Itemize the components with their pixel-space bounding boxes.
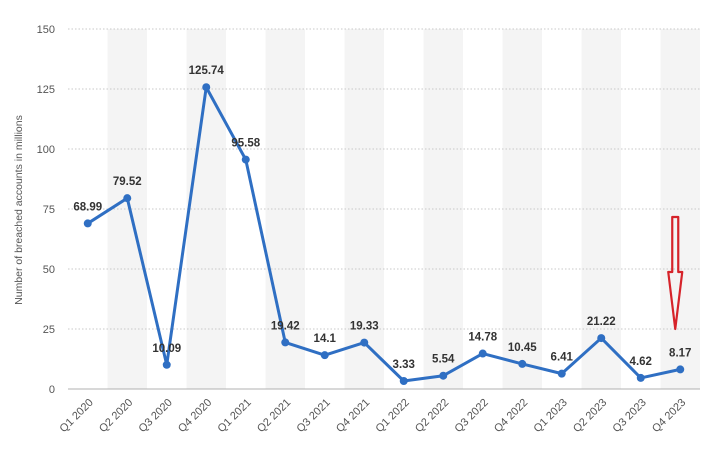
data-point bbox=[83, 219, 92, 228]
data-label: 68.99 bbox=[73, 201, 102, 213]
x-tick-label: Q1 2021 bbox=[216, 397, 254, 435]
data-point bbox=[320, 351, 329, 360]
data-label: 3.33 bbox=[393, 359, 415, 371]
band-q2-2020 bbox=[107, 29, 147, 389]
data-series bbox=[83, 83, 685, 386]
data-point bbox=[478, 349, 487, 358]
x-tick-label: Q1 2022 bbox=[374, 397, 412, 435]
data-label: 19.33 bbox=[350, 321, 379, 333]
data-point bbox=[518, 359, 527, 368]
data-label: 95.58 bbox=[231, 138, 260, 150]
y-tick-label: 125 bbox=[37, 84, 55, 96]
data-label: 10.09 bbox=[152, 343, 181, 355]
x-tick-label: Q2 2023 bbox=[571, 397, 609, 435]
annotation-arrow bbox=[667, 215, 684, 331]
data-point bbox=[162, 360, 171, 369]
data-label: 14.78 bbox=[468, 332, 497, 344]
y-tick-label: 0 bbox=[49, 384, 55, 396]
y-tick-label: 50 bbox=[43, 264, 55, 276]
data-point bbox=[399, 377, 408, 386]
y-axis-title: Number of breached accounts in millions bbox=[13, 115, 25, 305]
data-label: 125.74 bbox=[189, 65, 225, 77]
arrow-down-icon bbox=[667, 215, 684, 331]
x-tick-label: Q3 2022 bbox=[453, 397, 491, 435]
band-q4-2022 bbox=[502, 29, 542, 389]
data-label: 10.45 bbox=[508, 342, 537, 354]
x-tick-label: Q3 2021 bbox=[295, 397, 333, 435]
data-point bbox=[557, 369, 566, 378]
x-tick-label: Q4 2022 bbox=[492, 397, 530, 435]
data-point bbox=[636, 373, 645, 382]
band-q4-2020 bbox=[186, 29, 226, 389]
x-tick-label: Q3 2023 bbox=[611, 397, 649, 435]
data-label: 8.17 bbox=[669, 347, 691, 359]
data-label: 5.54 bbox=[432, 354, 455, 366]
band-q4-2023 bbox=[660, 29, 700, 389]
x-tick-label: Q1 2023 bbox=[532, 397, 570, 435]
data-point bbox=[202, 83, 211, 92]
x-tick-label: Q2 2022 bbox=[413, 397, 451, 435]
data-label: 79.52 bbox=[113, 176, 142, 188]
data-point bbox=[597, 334, 606, 343]
data-label: 21.22 bbox=[587, 316, 616, 328]
data-point bbox=[676, 365, 685, 374]
y-tick-label: 100 bbox=[37, 144, 55, 156]
data-label: 14.1 bbox=[314, 333, 337, 345]
y-tick-label: 150 bbox=[37, 24, 55, 36]
x-tick-label: Q1 2020 bbox=[58, 397, 96, 435]
data-point bbox=[123, 194, 132, 203]
series-line bbox=[86, 85, 682, 383]
data-label: 6.41 bbox=[551, 352, 574, 364]
data-point bbox=[360, 338, 369, 347]
x-axis-ticks: Q1 2020 Q2 2020 Q3 2020 Q4 2020 Q1 2021 Q2 20… bbox=[58, 397, 689, 435]
data-label: 19.42 bbox=[271, 320, 300, 332]
x-tick-label: Q3 2020 bbox=[137, 397, 175, 435]
y-tick-label: 25 bbox=[43, 324, 55, 336]
x-tick-label: Q4 2020 bbox=[176, 397, 214, 435]
data-point bbox=[281, 338, 290, 347]
data-point bbox=[439, 371, 448, 380]
x-tick-label: Q4 2021 bbox=[334, 397, 372, 435]
gridlines bbox=[68, 28, 700, 390]
y-axis-ticks: 0 25 50 75 100 125 150 bbox=[37, 24, 55, 396]
data-label: 4.62 bbox=[630, 356, 652, 368]
x-tick-label: Q2 2020 bbox=[97, 397, 135, 435]
band-q4-2021 bbox=[344, 29, 384, 389]
data-point bbox=[241, 155, 250, 164]
x-tick-label: Q4 2023 bbox=[650, 397, 688, 435]
data-labels: 68.99 79.52 10.09 125.74 95.58 19.42 14.1 19.33… bbox=[73, 65, 691, 371]
x-tick-label: Q2 2021 bbox=[255, 397, 293, 435]
y-tick-label: 75 bbox=[43, 204, 55, 216]
